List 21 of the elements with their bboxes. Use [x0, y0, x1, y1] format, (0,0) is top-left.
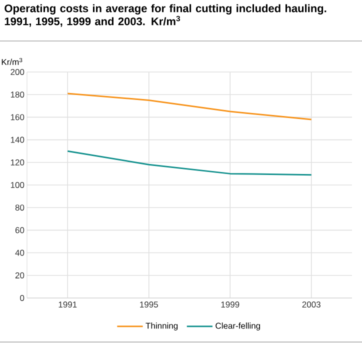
y-tick-label: 20 — [15, 272, 24, 278]
y-tick-label: 200 — [10, 68, 24, 75]
x-tick-label: 2003 — [302, 302, 320, 308]
y-tick-label: 140 — [10, 136, 24, 143]
legend-label: Clear-felling — [216, 322, 260, 330]
y-tick-label: 160 — [10, 114, 24, 120]
x-tick-label: 1991 — [58, 302, 77, 308]
y-tick-label: 0 — [20, 294, 24, 301]
y-tick-label: 80 — [15, 204, 24, 211]
legend-label: Thinning — [146, 322, 178, 330]
x-tick-label: 1999 — [221, 302, 240, 308]
y-axis-title: Kr/m$^{3}$ — [2, 58, 22, 66]
chart-title: Operating costs in average for final cutting included hauling. 1991, 1995, 1999 and 2003. Kr/m$^{3}$ — [4, 4, 326, 27]
y-tick-label: 40 — [15, 250, 24, 256]
x-tick-label: 1995 — [140, 302, 158, 308]
line-series — [66, 150, 312, 176]
y-tick-label: 60 — [15, 227, 24, 234]
y-tick-label: 120 — [10, 159, 24, 166]
y-tick-label: 180 — [10, 92, 24, 98]
y-tick-label: 100 — [10, 182, 24, 188]
line-series — [66, 92, 312, 120]
